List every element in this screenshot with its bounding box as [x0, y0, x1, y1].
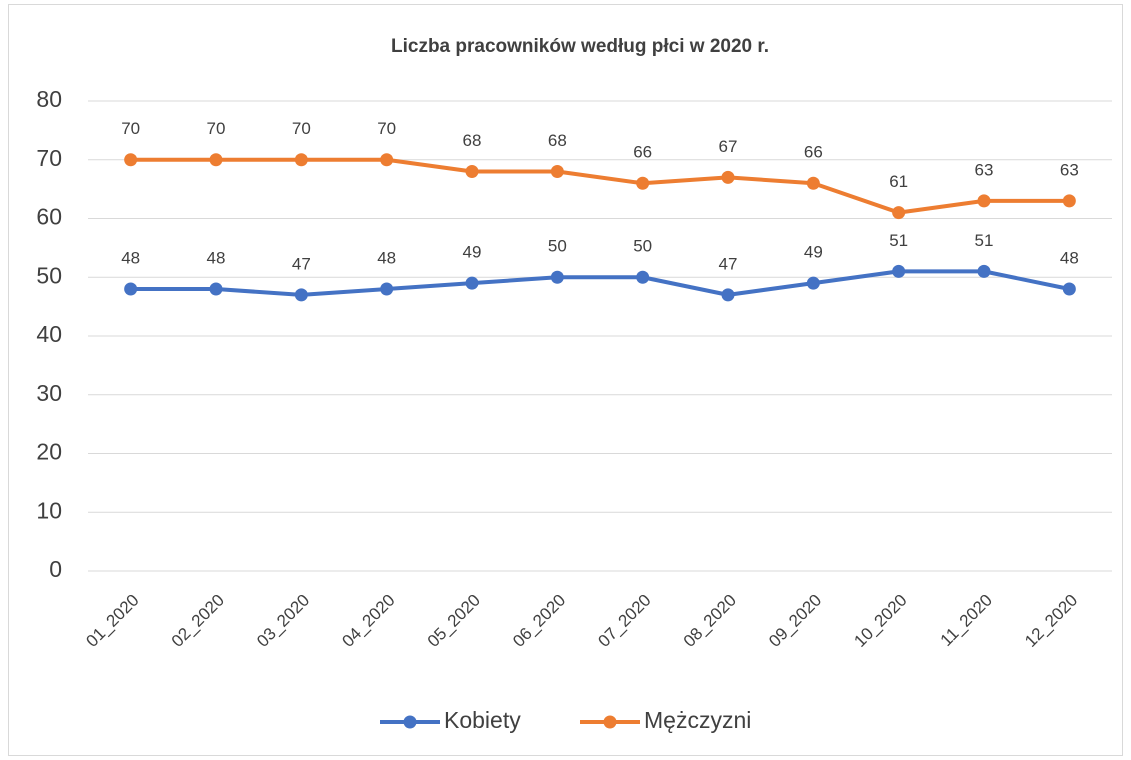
data-label: 70 [377, 119, 396, 138]
data-label: 63 [975, 160, 994, 179]
point [550, 270, 564, 284]
chart-title: Liczba pracowników według płci w 2020 r. [391, 36, 769, 57]
series-line [130, 157, 1070, 215]
y-tick-label: 60 [36, 204, 62, 230]
data-label: 47 [292, 254, 311, 273]
data-label: 48 [121, 248, 140, 267]
point [1062, 282, 1076, 296]
chart-border [8, 4, 1123, 756]
point [892, 264, 906, 278]
y-tick-label: 80 [36, 86, 62, 112]
y-tick-label: 30 [36, 380, 62, 406]
point [977, 264, 991, 278]
point [380, 153, 394, 167]
data-label: 47 [719, 254, 738, 273]
point [550, 165, 564, 178]
data-label: 70 [121, 119, 140, 138]
point [294, 288, 308, 302]
point [977, 194, 991, 208]
point [465, 276, 479, 290]
point [636, 176, 650, 190]
data-label: 48 [207, 248, 226, 267]
data-label: 70 [207, 119, 226, 138]
data-label: 68 [463, 131, 482, 150]
data-label: 49 [804, 243, 823, 262]
data-label: 67 [719, 137, 738, 156]
data-label: 51 [975, 231, 994, 250]
legend-label: Mężczyzni [644, 707, 751, 733]
y-tick-label: 50 [36, 262, 62, 288]
point [721, 170, 735, 184]
y-tick-label: 40 [36, 321, 62, 347]
point [465, 165, 479, 178]
data-label: 68 [548, 131, 567, 150]
data-label: 50 [548, 237, 567, 256]
point [892, 206, 906, 220]
point [294, 153, 308, 167]
data-label: 50 [633, 237, 652, 256]
data-label: 61 [889, 172, 908, 191]
point [806, 276, 820, 290]
point [124, 282, 138, 296]
point [380, 282, 394, 296]
data-label: 49 [463, 243, 482, 262]
legend-marker [603, 715, 617, 729]
data-label: 48 [377, 248, 396, 267]
data-label: 70 [292, 119, 311, 138]
data-label: 66 [633, 143, 652, 162]
point [806, 176, 820, 190]
y-tick-label: 10 [36, 497, 62, 523]
series-line [130, 269, 1070, 297]
legend-label: Kobiety [444, 707, 521, 733]
point [209, 153, 223, 167]
data-label: 48 [1060, 248, 1079, 267]
legend-marker [403, 715, 417, 729]
y-tick-label: 70 [36, 145, 62, 171]
point [721, 288, 735, 302]
data-label: 66 [804, 143, 823, 162]
data-label: 51 [889, 231, 908, 250]
point [124, 153, 138, 167]
y-tick-label: 0 [49, 556, 62, 582]
point [1062, 194, 1076, 208]
point [636, 270, 650, 284]
y-tick-label: 20 [36, 439, 62, 465]
point [209, 282, 223, 296]
data-label: 63 [1060, 160, 1079, 179]
